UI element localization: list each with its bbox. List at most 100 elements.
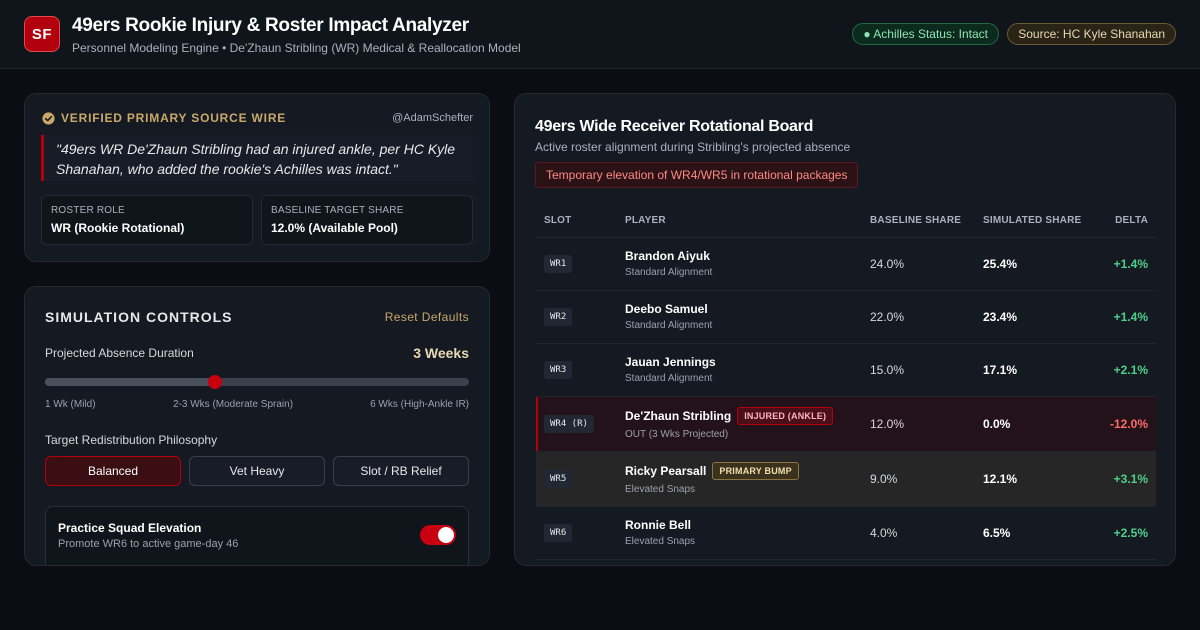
table-row[interactable]: WR5 Ricky Pearsall PRIMARY BUMP Elevated Sn… (536, 451, 1156, 507)
wr-rotational-board: 49ers Wide Receiver Rotational Board Act… (514, 93, 1176, 566)
baseline-share-cell: 24.0% (862, 237, 975, 291)
wire-label: VERIFIED PRIMARY SOURCE WIRE (61, 111, 287, 125)
baseline-share-cell: 4.0% (862, 506, 975, 560)
player-note: OUT (3 Wks Projected) (625, 429, 729, 440)
target-share-box: BASELINE TARGET SHARE 12.0% (Available P… (261, 195, 473, 245)
wire-quote: "49ers WR De'Zhaun Stribling had an inju… (41, 135, 473, 181)
app-header: SF 49ers Rookie Injury & Roster Impact A… (0, 0, 1200, 69)
slot-tag: WR2 (544, 307, 573, 326)
practice-squad-toggle[interactable] (420, 525, 456, 545)
player-cell: Jauan Jennings Standard Alignment (617, 343, 862, 397)
player-name-line: Ronnie Bell (625, 518, 862, 532)
option-vet-heavy-button[interactable]: Vet Heavy (189, 456, 325, 486)
player-note: Elevated Snaps (625, 536, 696, 547)
simulated-share-cell: 23.4% (975, 290, 1088, 344)
delta-cell: +1.4% (1088, 237, 1156, 291)
team-logo: SF (24, 16, 60, 52)
player-name-line: De'Zhaun Stribling INJURED (ANKLE) (625, 407, 862, 425)
baseline-share-cell: 12.0% (862, 396, 975, 452)
player-name: Brandon Aiyuk (625, 249, 710, 263)
tick-min-label: 1 Wk (Mild) (45, 399, 96, 410)
simulated-share-cell: 12.1% (975, 451, 1088, 507)
table-row[interactable]: WR4 (R) De'Zhaun Stribling INJURED (ANKLE)… (536, 396, 1156, 452)
baseline-share-cell: 9.0% (862, 451, 975, 507)
table-header-row: SLOT PLAYER BASELINE SHARE SIMULATED SHA… (536, 204, 1156, 238)
reset-defaults-button[interactable]: Reset Defaults (384, 310, 469, 324)
delta-cell: +2.5% (1088, 506, 1156, 560)
delta-cell: +1.4% (1088, 290, 1156, 344)
player-name: De'Zhaun Stribling (625, 409, 732, 423)
player-note: Standard Alignment (625, 267, 713, 278)
player-cell: Ricky Pearsall PRIMARY BUMP Elevated Snaps (617, 451, 862, 507)
slot-tag: WR6 (544, 523, 573, 542)
player-name-line: Ricky Pearsall PRIMARY BUMP (625, 462, 862, 480)
practice-squad-panel: Practice Squad Elevation Promote WR6 to … (45, 506, 469, 565)
app-subtitle: Personnel Modeling Engine • De'Zhaun Str… (72, 41, 521, 55)
delta-cell: +2.1% (1088, 343, 1156, 397)
roster-role-label: ROSTER ROLE (51, 205, 125, 216)
simulated-share-cell: 17.1% (975, 343, 1088, 397)
player-cell: De'Zhaun Stribling INJURED (ANKLE) OUT (3 … (617, 396, 862, 452)
rotation-alert: Temporary elevation of WR4/WR5 in rotati… (535, 162, 859, 188)
slider-thumb[interactable] (207, 375, 222, 389)
target-share-label: BASELINE TARGET SHARE (271, 205, 404, 216)
delta-cell: -12.0% (1088, 396, 1156, 452)
slot-cell: WR3 (536, 343, 617, 397)
duration-value: 3 Weeks (413, 345, 469, 361)
option-balanced-button[interactable]: Balanced (45, 456, 181, 486)
reporter-handle[interactable]: @AdamSchefter (392, 112, 473, 124)
col-slot: SLOT (536, 204, 617, 238)
player-note: Elevated Snaps (625, 484, 696, 495)
simulated-share-cell: 25.4% (975, 237, 1088, 291)
player-name: Ronnie Bell (625, 518, 692, 532)
table-row[interactable]: WR3 Jauan Jennings Standard Alignment 15.0%… (536, 343, 1156, 397)
baseline-share-cell: 15.0% (862, 343, 975, 397)
player-cell: Brandon Aiyuk Standard Alignment (617, 237, 862, 291)
col-simulated: SIMULATED SHARE (975, 204, 1088, 238)
slot-cell: WR5 (536, 451, 617, 507)
slider-fill (45, 378, 215, 386)
col-player: PLAYER (617, 204, 862, 238)
slot-cell: WR1 (536, 237, 617, 291)
roster-role-value: WR (Rookie Rotational) (51, 221, 185, 235)
table-row[interactable]: WR6 Ronnie Bell Elevated Snaps 4.0% 6.5% +2.5… (536, 506, 1156, 560)
player-status-badge: INJURED (ANKLE) (737, 407, 834, 425)
delta-cell: +3.1% (1088, 451, 1156, 507)
achilles-status-badge: ● Achilles Status: Intact (852, 23, 999, 45)
table-row[interactable]: WR2 Deebo Samuel Standard Alignment 22.0% 23… (536, 290, 1156, 344)
simulated-share-cell: 6.5% (975, 506, 1088, 560)
verified-check-icon (42, 111, 55, 125)
option-slot-rb-relief-button[interactable]: Slot / RB Relief (333, 456, 469, 486)
duration-label: Projected Absence Duration (45, 346, 194, 360)
target-share-value: 12.0% (Available Pool) (271, 221, 398, 235)
baseline-share-cell: 22.0% (862, 290, 975, 344)
player-note: Standard Alignment (625, 320, 713, 331)
player-name-line: Deebo Samuel (625, 302, 862, 316)
source-wire-card: VERIFIED PRIMARY SOURCE WIRE @AdamScheft… (24, 93, 490, 262)
slot-tag: WR3 (544, 360, 573, 379)
col-delta: DELTA (1088, 204, 1156, 238)
tick-mid-label: 2-3 Wks (Moderate Sprain) (173, 399, 294, 410)
philosophy-label: Target Redistribution Philosophy (45, 433, 218, 447)
simulated-share-cell: 0.0% (975, 396, 1088, 452)
player-cell: Ronnie Bell Elevated Snaps (617, 506, 862, 560)
wr-table: SLOT PLAYER BASELINE SHARE SIMULATED SHA… (536, 204, 1156, 560)
wire-header: VERIFIED PRIMARY SOURCE WIRE (42, 111, 286, 125)
sim-title: SIMULATION CONTROLS (45, 309, 233, 325)
squad-description: Promote WR6 to active game-day 46 (58, 538, 239, 550)
app-title: 49ers Rookie Injury & Roster Impact Anal… (72, 15, 469, 36)
simulation-controls-card: SIMULATION CONTROLS Reset Defaults Proje… (24, 286, 490, 566)
slot-tag: WR4 (R) (544, 414, 594, 433)
player-name-line: Jauan Jennings (625, 355, 862, 369)
slot-cell: WR2 (536, 290, 617, 344)
table-row[interactable]: WR1 Brandon Aiyuk Standard Alignment 24.0% 2… (536, 237, 1156, 291)
roster-role-box: ROSTER ROLE WR (Rookie Rotational) (41, 195, 253, 245)
slot-cell: WR4 (R) (536, 396, 617, 452)
player-name: Ricky Pearsall (625, 464, 707, 478)
tick-max-label: 6 Wks (High-Ankle IR) (370, 399, 469, 410)
duration-slider[interactable] (45, 375, 469, 389)
player-name: Jauan Jennings (625, 355, 716, 369)
player-cell: Deebo Samuel Standard Alignment (617, 290, 862, 344)
board-subtitle: Active roster alignment during Stribling… (535, 140, 851, 154)
player-note: Standard Alignment (625, 373, 713, 384)
